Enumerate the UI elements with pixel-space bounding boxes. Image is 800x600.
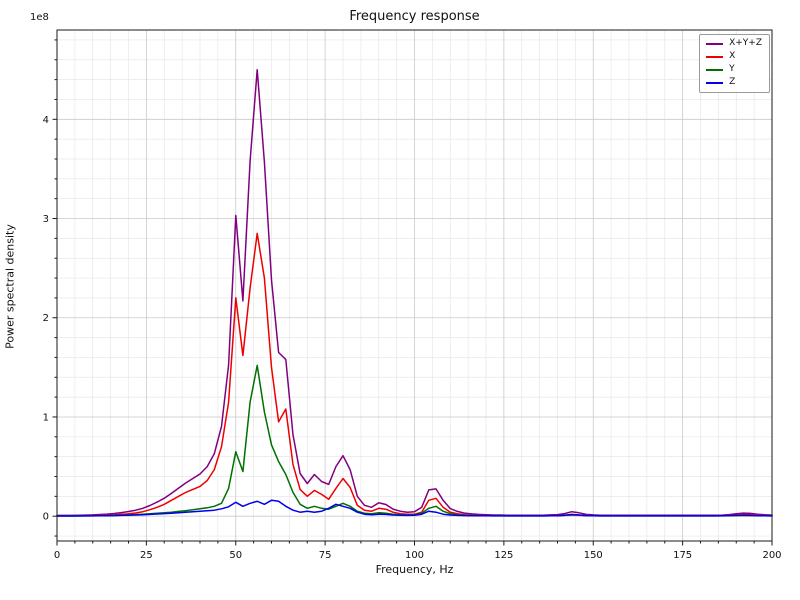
legend: X+Y+Z X Y Z bbox=[699, 34, 770, 93]
x-tick-label: 100 bbox=[405, 550, 424, 561]
legend-label: X+Y+Z bbox=[729, 38, 762, 48]
x-tick-label: 75 bbox=[319, 550, 332, 561]
y-tick-label: 0 bbox=[43, 512, 49, 523]
axis-ticks bbox=[52, 39, 773, 546]
legend-line-swatch bbox=[706, 68, 724, 71]
y-tick-label: 4 bbox=[43, 115, 49, 126]
y-tick-label: 1 bbox=[43, 412, 49, 423]
legend-item: Y bbox=[706, 63, 762, 75]
legend-item: X+Y+Z bbox=[706, 38, 762, 49]
legend-item: X bbox=[706, 50, 762, 62]
tick-labels: 0 25 50 75 100 125 150 175 200 0 1 2 3 4 bbox=[43, 115, 782, 561]
y-tick-label: 2 bbox=[43, 313, 49, 324]
x-tick-label: 0 bbox=[54, 550, 60, 561]
legend-line-swatch bbox=[706, 55, 724, 58]
x-tick-label: 50 bbox=[229, 550, 242, 561]
series-lines bbox=[56, 68, 773, 517]
legend-line-swatch bbox=[706, 81, 724, 84]
x-tick-label: 200 bbox=[762, 550, 781, 561]
y-axis-offset-text: 1e8 bbox=[30, 12, 49, 23]
x-tick-label: 25 bbox=[140, 550, 153, 561]
legend-item: Z bbox=[706, 76, 762, 88]
x-tick-label: 175 bbox=[673, 550, 692, 561]
x-tick-label: 150 bbox=[584, 550, 603, 561]
x-tick-label: 125 bbox=[494, 550, 513, 561]
legend-label: Z bbox=[729, 76, 736, 87]
legend-label: Y bbox=[729, 63, 735, 74]
y-axis-label: Power spectral density bbox=[3, 224, 17, 349]
legend-label: X bbox=[729, 50, 736, 61]
x-axis-label: Frequency, Hz bbox=[375, 563, 454, 576]
series-line-z bbox=[56, 499, 773, 517]
chart-title: Frequency response bbox=[349, 9, 480, 24]
y-tick-label: 3 bbox=[43, 214, 49, 225]
legend-line-swatch bbox=[706, 42, 724, 45]
